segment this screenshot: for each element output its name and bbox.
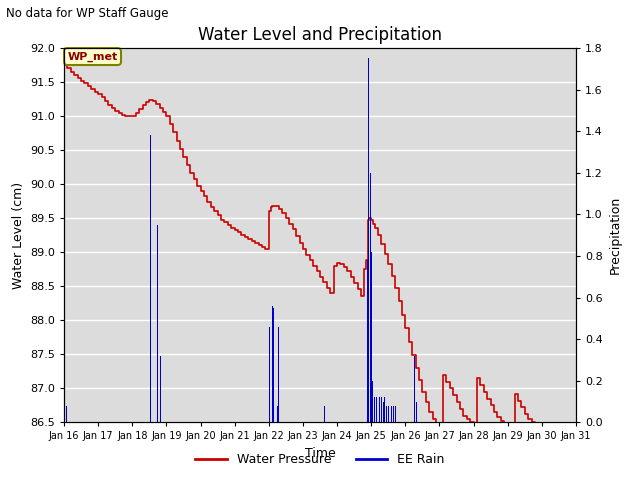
Bar <box>395 406 396 422</box>
Bar <box>376 397 377 422</box>
Bar <box>370 173 371 422</box>
Bar <box>324 406 325 422</box>
Bar <box>391 406 392 422</box>
Bar <box>374 397 375 422</box>
Bar <box>371 252 372 422</box>
Bar <box>278 327 279 422</box>
Text: WP_met: WP_met <box>67 51 118 61</box>
Bar <box>393 406 394 422</box>
Bar <box>372 381 373 422</box>
Legend: Water Pressure, EE Rain: Water Pressure, EE Rain <box>190 448 450 471</box>
Bar <box>277 406 278 422</box>
Bar <box>272 306 273 422</box>
Text: No data for WP Staff Gauge: No data for WP Staff Gauge <box>6 7 169 20</box>
Bar <box>273 308 275 422</box>
Y-axis label: Water Level (cm): Water Level (cm) <box>12 181 24 289</box>
Bar <box>416 402 417 422</box>
Bar <box>262 406 264 422</box>
X-axis label: Time: Time <box>305 447 335 460</box>
Y-axis label: Precipitation: Precipitation <box>609 196 621 275</box>
Bar <box>160 356 161 422</box>
Title: Water Level and Precipitation: Water Level and Precipitation <box>198 25 442 44</box>
Bar <box>381 397 382 422</box>
Bar <box>150 135 151 422</box>
Bar <box>386 406 387 422</box>
Bar <box>269 327 270 422</box>
